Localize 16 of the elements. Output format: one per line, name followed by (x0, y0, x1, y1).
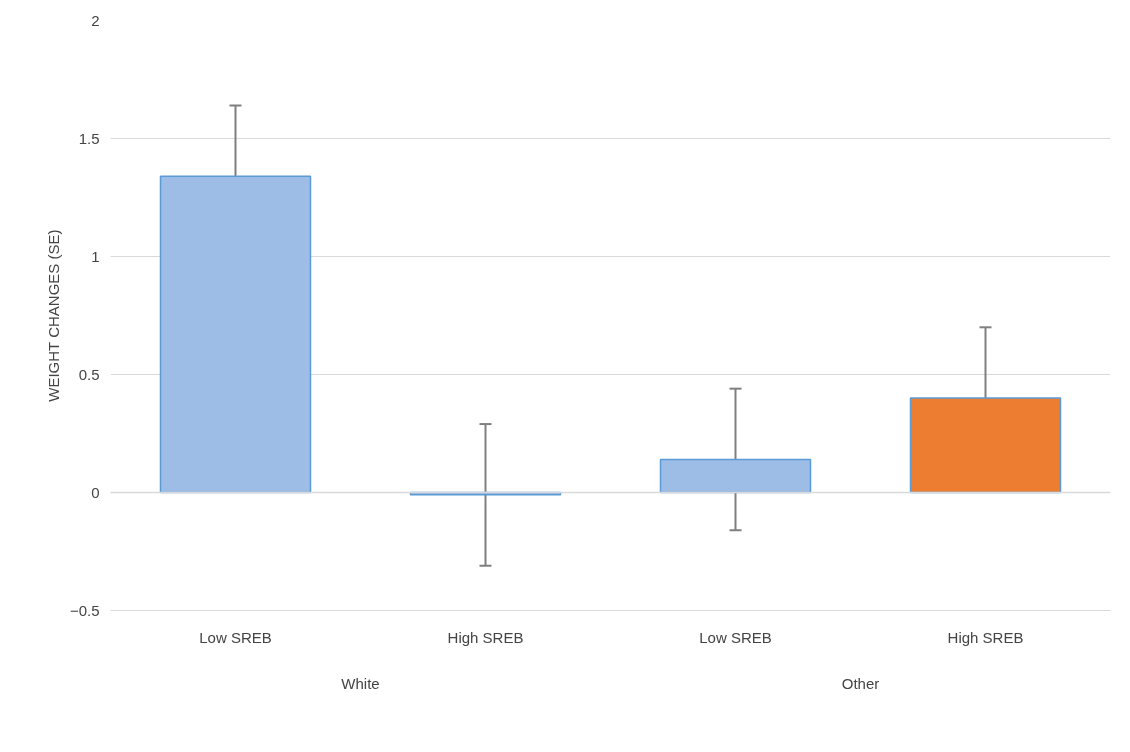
y-axis-title: WEIGHT CHANGES (SE) (44, 229, 62, 402)
x-tick-label: Low SREB (199, 628, 272, 646)
x-tick-label: Low SREB (699, 628, 772, 646)
x-tick-label: High SREB (947, 628, 1024, 646)
bar (659, 458, 812, 494)
y-tick-label: 1 (91, 247, 100, 265)
x-tick-label: High SREB (447, 628, 524, 646)
y-tick-label: 0.5 (78, 365, 100, 383)
y-tick-label: 2 (91, 11, 100, 29)
text: Other (841, 674, 880, 692)
y-tick-label: 1.5 (78, 129, 100, 147)
y-tick-label: −0.5 (69, 601, 100, 619)
bar (159, 175, 312, 494)
bar (909, 397, 1062, 494)
text: White (341, 674, 380, 692)
y-tick-label: 0 (91, 483, 100, 501)
